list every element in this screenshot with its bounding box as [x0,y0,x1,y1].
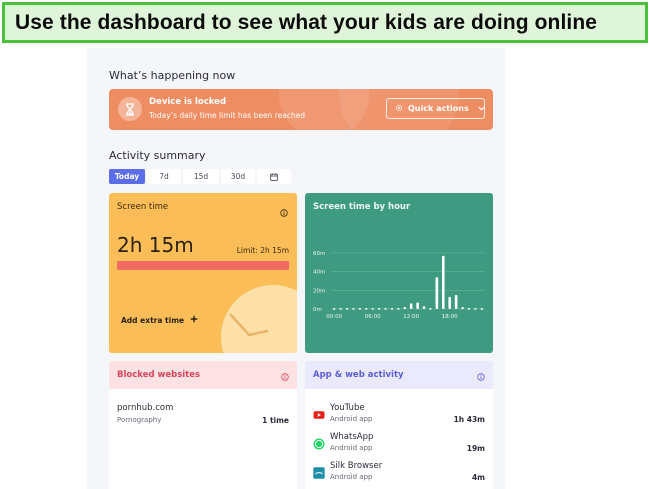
silk-browser-icon [313,464,325,479]
app-web-activity-card: App & web activity YouTube Android app 1… [305,361,493,489]
hour-bar-01 [339,308,342,310]
y-tick-label: 60m [313,251,325,257]
hour-bar-13 [416,302,419,309]
activity-summary-title: Activity summary [109,149,206,162]
screen-time-progress-fill [117,261,289,270]
blocked-websites-header: Blocked websites [109,361,297,389]
blocked-websites-card: Blocked websites pornhub.com Pornography… [109,361,297,489]
hour-bar-12 [409,303,413,309]
screen-time-limit: Limit: 2h 15m [236,246,289,255]
plus-icon [190,315,198,325]
screen-time-by-hour-card: Screen time by hour 60m 40m 20m 0m 00:00 06:0… [305,193,493,353]
whatsapp-icon [313,435,325,450]
app-name: YouTube [330,403,365,413]
blocked-site-name[interactable]: pornhub.com [117,403,174,413]
hourglass-icon [118,97,142,121]
hour-bar-15 [429,308,432,310]
hour-bar-08 [384,308,387,310]
blocked-site-category: Pornography [117,416,162,424]
info-icon[interactable] [281,366,289,385]
parent-dashboard: What’s happening now Device is locked To… [87,48,505,489]
blocked-websites-title: Blocked websites [117,370,201,380]
hour-bar-07 [377,308,381,310]
app-name: Silk Browser [330,461,383,471]
y-tick-label: 0m [313,307,322,313]
info-icon[interactable] [280,202,288,221]
hour-bar-22 [474,308,477,310]
app-time: 19m [466,444,485,453]
app-type: Android app [330,415,373,423]
screen-time-card: Screen time 2h 15m Limit: 2h 15m Add ext… [109,193,297,353]
hour-bar-04 [358,308,362,310]
y-tick-label: 20m [313,288,325,294]
locked-status-text: Today’s daily time limit has been reache… [149,111,306,120]
screen-time-progress-bar [117,261,289,270]
hour-bar-10 [397,308,400,310]
youtube-icon [313,406,325,419]
tab-7d[interactable]: 7d [147,169,181,184]
gear-icon [395,104,403,114]
hour-bar-14 [422,306,426,309]
caption-text: Use the dashboard to see what your kids … [15,10,598,34]
app-time: 4m [471,473,485,482]
hour-bar-02 [345,308,349,310]
hour-bar-18 [448,296,452,309]
hour-bar-05 [364,308,368,310]
hour-bar-16 [435,277,439,309]
info-icon[interactable] [477,366,485,385]
add-extra-time-button[interactable]: Add extra time [121,315,198,325]
add-extra-time-label: Add extra time [121,315,185,325]
hour-bar-11 [403,307,407,309]
screen-time-value: 2h 15m [117,233,194,257]
hour-bar-03 [352,308,355,310]
x-tick-label: 06:00 [365,314,381,320]
tab-30d[interactable]: 30d [221,169,255,184]
app-web-activity-header: App & web activity [305,361,493,389]
app-row-youtube[interactable]: YouTube Android app 1h 43m [313,403,485,429]
hour-bar-20 [461,307,464,309]
app-type: Android app [330,473,373,481]
hour-bar-00 [332,308,336,310]
app-type: Android app [330,444,373,452]
device-locked-card: Device is locked Today’s daily time limi… [109,89,493,130]
tab-today[interactable]: Today [109,169,145,184]
app-row-whatsapp[interactable]: WhatsApp Android app 19m [313,432,485,458]
hour-bar-09 [390,308,394,310]
period-tabs: Today 7d 15d 30d [109,169,293,184]
x-tick-label: 18:00 [442,314,458,320]
hour-bar-17 [441,255,445,309]
quick-actions-label: Quick actions [408,104,469,113]
app-name: WhatsApp [330,432,374,442]
x-tick-label: 00:00 [326,314,342,320]
hour-bar-06 [371,308,375,310]
hour-chart: 60m 40m 20m 0m 00:00 06:00 12:00 18:00 [313,251,485,320]
tab-15d[interactable]: 15d [183,169,219,184]
caption-banner: Use the dashboard to see what your kids … [2,2,648,43]
calendar-icon[interactable] [257,169,291,184]
app-row-silk-browser[interactable]: Silk Browser Android app 4m [313,461,485,487]
clock-illustration [221,285,297,353]
hour-bar-19 [454,295,458,309]
screen-time-by-hour-label: Screen time by hour [313,202,411,212]
hour-bar-23 [480,308,484,310]
y-tick-label: 40m [313,270,325,276]
whats-happening-title: What’s happening now [109,69,236,82]
x-tick-label: 12:00 [403,314,419,320]
screen-time-label: Screen time [117,202,169,212]
quick-actions-button[interactable]: Quick actions [386,98,485,119]
app-time: 1h 43m [453,415,485,424]
hour-bar-21 [467,308,471,310]
blocked-site-count: 1 time [262,416,289,425]
locked-status-title: Device is locked [149,97,227,107]
app-web-activity-title: App & web activity [313,370,404,380]
chevron-down-icon [478,104,485,113]
